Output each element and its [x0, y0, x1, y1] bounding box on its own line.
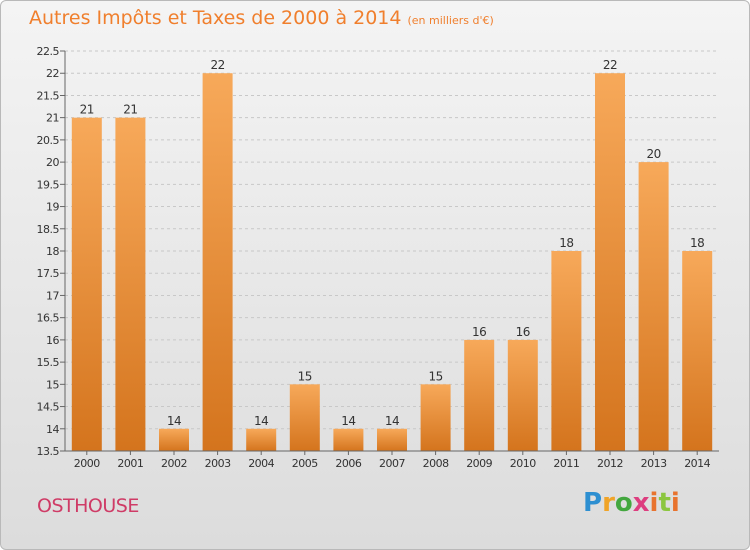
bar: [595, 73, 625, 451]
y-tick-label: 21.5: [37, 89, 60, 102]
bar: [377, 428, 407, 451]
bar-value-label: 18: [690, 236, 704, 250]
bar: [638, 162, 669, 451]
y-tick-label: 16.5: [37, 312, 60, 325]
bar-value-label: 20: [646, 147, 660, 161]
y-tick-label: 15.5: [37, 356, 60, 369]
y-tick-label: 22.5: [37, 45, 60, 58]
bar-value-label: 14: [167, 414, 181, 428]
bar: [551, 251, 582, 451]
x-tick-label: 2000: [74, 457, 100, 470]
y-tick-label: 20: [46, 156, 59, 169]
bar: [333, 428, 364, 451]
chart-subtitle: (en milliers d'€): [407, 14, 494, 27]
bar: [464, 339, 495, 451]
chart-title-text: Autres Impôts et Taxes de 2000 à 2014: [29, 7, 402, 29]
x-tick-label: 2004: [248, 457, 274, 470]
y-tick-label: 22: [46, 67, 59, 80]
bar: [682, 251, 713, 451]
commune-name: OSTHOUSE: [37, 495, 139, 517]
bar-value-label: 14: [254, 414, 268, 428]
x-tick-label: 2009: [466, 457, 492, 470]
y-tick-label: 20.5: [37, 134, 60, 147]
x-tick-label: 2014: [684, 457, 710, 470]
y-tick-label: 13.5: [37, 445, 60, 458]
labels: 13.5 14 14.5 15 15.5 16 16.5 17 17.5 18 18.5 19 19.5…: [37, 45, 712, 470]
x-tick-label: 2001: [117, 457, 143, 470]
bar-value-label: 14: [341, 414, 355, 428]
bars: [71, 73, 713, 452]
bar: [246, 428, 277, 451]
y-tick-label: 21: [46, 112, 59, 125]
bar-value-label: 18: [559, 236, 573, 250]
y-tick-label: 15: [46, 378, 59, 391]
y-tick-label: 18.5: [37, 223, 60, 236]
x-tick-label: 2012: [597, 457, 623, 470]
bar-value-label: 21: [80, 103, 94, 117]
bar-value-label: 21: [123, 103, 137, 117]
x-tick-label: 2002: [161, 457, 187, 470]
bar: [71, 117, 102, 452]
x-tick-label: 2003: [205, 457, 231, 470]
x-tick-label: 2005: [292, 457, 318, 470]
bar-value-label: 22: [210, 58, 224, 72]
y-tick-label: 19: [46, 201, 59, 214]
bar-value-label: 14: [385, 414, 399, 428]
x-tick-label: 2013: [641, 457, 667, 470]
bar-value-label: 15: [428, 369, 442, 383]
bar: [159, 428, 189, 451]
y-tick-label: 14: [46, 423, 59, 436]
bar-value-label: 22: [603, 58, 617, 72]
bar: [202, 73, 233, 451]
y-tick-label: 14.5: [37, 401, 60, 414]
bar: [289, 384, 320, 451]
bar-value-label: 16: [516, 325, 530, 339]
bar-value-label: 15: [298, 369, 312, 383]
proxiti-logo[interactable]: Proxiti: [583, 488, 680, 518]
y-tick-label: 17.5: [37, 267, 60, 280]
bar: [507, 339, 538, 451]
bar: [420, 384, 451, 451]
bar-value-label: 16: [472, 325, 486, 339]
y-tick-label: 17: [46, 289, 59, 302]
axes: [60, 50, 719, 455]
y-tick-label: 19.5: [37, 178, 60, 191]
chart-title: Autres Impôts et Taxes de 2000 à 2014 (en…: [29, 7, 494, 29]
y-tick-label: 16: [46, 334, 59, 347]
x-tick-label: 2007: [379, 457, 405, 470]
x-tick-label: 2008: [423, 457, 449, 470]
x-tick-label: 2011: [553, 457, 579, 470]
y-tick-label: 18: [46, 245, 59, 258]
bar: [115, 117, 146, 452]
x-tick-label: 2006: [335, 457, 361, 470]
x-tick-label: 2010: [510, 457, 536, 470]
